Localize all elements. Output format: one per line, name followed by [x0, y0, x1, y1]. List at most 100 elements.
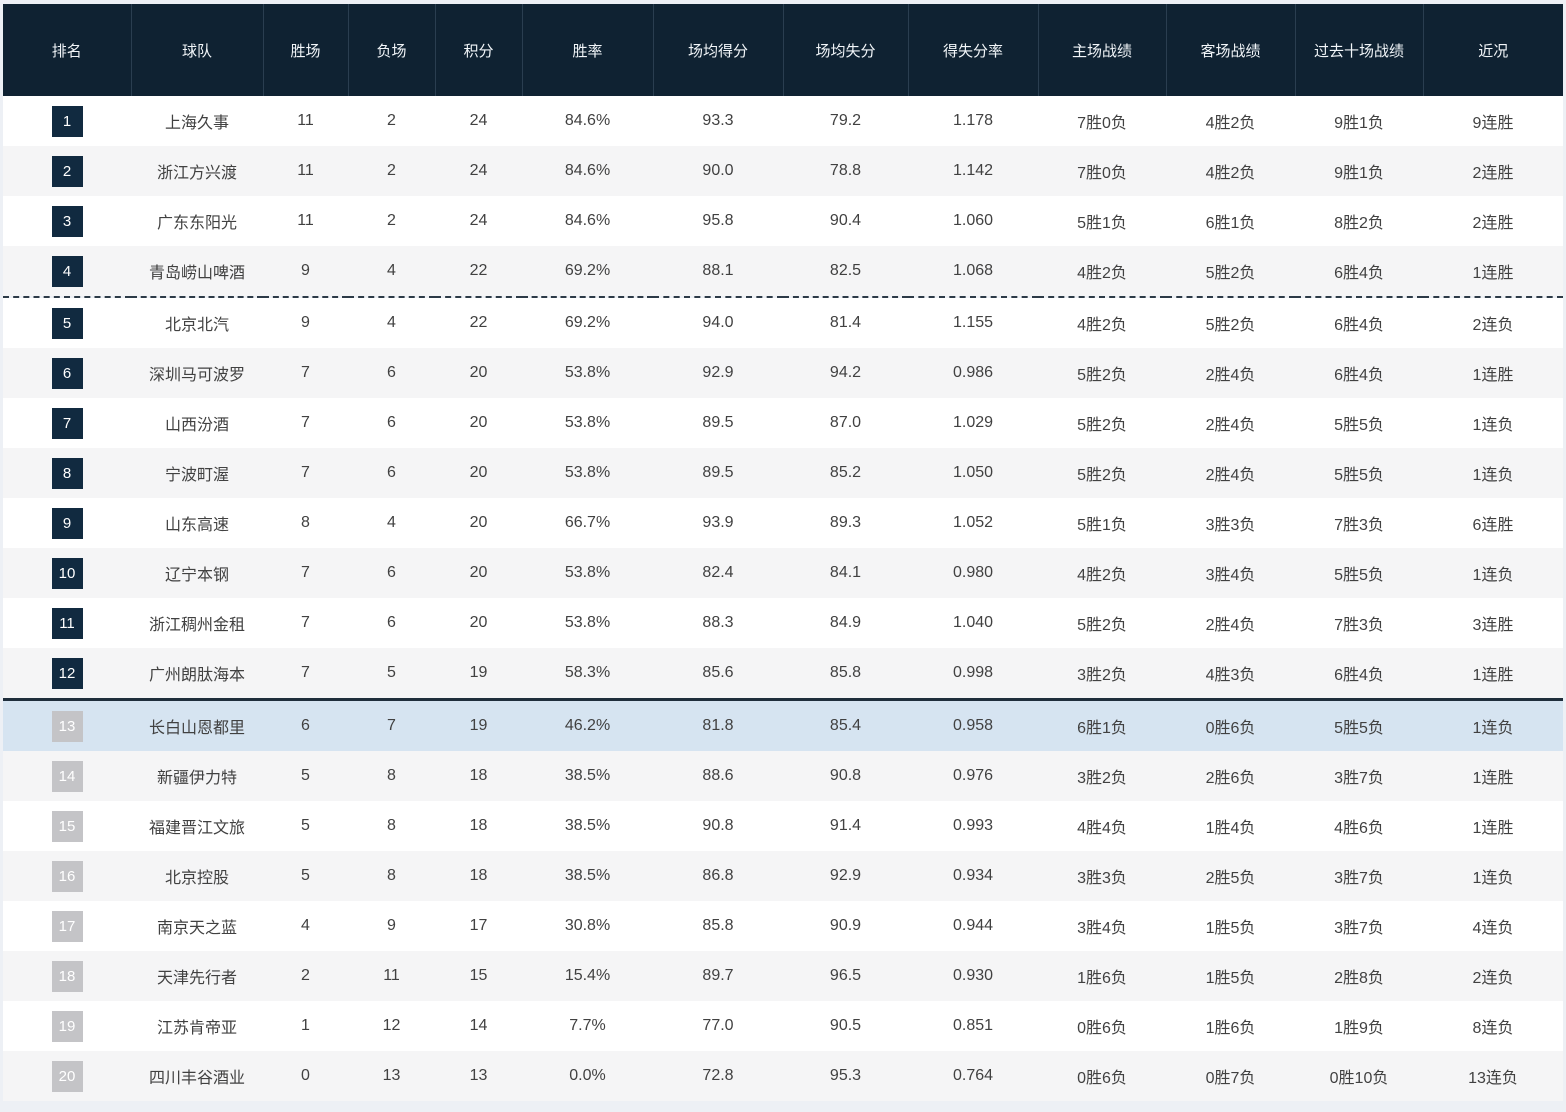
table-row-rank-19[interactable]: 19 江苏肯帝亚 1 12 14 7.7% 77.0 90.5 0.851 0胜6负 1胜6负 1胜9… — [3, 1001, 1563, 1051]
cell-wins: 1 — [301, 1017, 310, 1034]
cell-rank: 11 — [3, 598, 131, 648]
cell-away_record: 5胜2负 — [1205, 265, 1256, 282]
cell-team: 南京天之蓝 — [156, 920, 237, 937]
cell-wins: 7 — [301, 614, 310, 631]
table-row-rank-1[interactable]: 1 上海久事 11 2 24 84.6% 93.3 79.2 1.178 7胜0负 4胜2负 9胜1负… — [3, 96, 1563, 146]
cell-away_record: 5胜2负 — [1205, 317, 1256, 334]
cell-rank: 4 — [3, 246, 131, 297]
cell-win_pct: 84.6% — [564, 162, 611, 179]
cell-streak: 1连胜 — [1472, 770, 1514, 787]
cell-points: 18 — [469, 867, 488, 884]
cell-last10: 9胜1负 — [1334, 115, 1384, 132]
cell-rank: 19 — [3, 1001, 131, 1051]
cell-ratio: 0.958 — [952, 717, 994, 734]
cell-points: 17 — [469, 917, 488, 934]
table-row-rank-18[interactable]: 18 天津先行者 2 11 15 15.4% 89.7 96.5 0.930 1胜6负 1胜5负 2胜… — [3, 951, 1563, 1001]
cell-away_record: 1胜5负 — [1205, 970, 1256, 987]
column-header-home_record: 主场战绩 — [1037, 4, 1167, 96]
cell-home_record: 5胜1负 — [1077, 517, 1127, 534]
table-row-rank-15[interactable]: 15 福建晋江文旅 5 8 18 38.5% 90.8 91.4 0.993 4胜4负 1胜4负 4胜… — [3, 801, 1563, 851]
table-row-rank-20[interactable]: 20 四川丰谷酒业 0 13 13 0.0% 72.8 95.3 0.764 0胜6负 0胜7负 0胜… — [3, 1051, 1563, 1101]
cell-home_record: 7胜0负 — [1077, 115, 1127, 132]
cell-home_record: 3胜3负 — [1077, 870, 1127, 887]
cell-away_record: 3胜3负 — [1205, 517, 1256, 534]
cell-win_pct: 66.7% — [564, 514, 611, 531]
cell-last10: 6胜4负 — [1334, 667, 1384, 684]
cell-home_record: 1胜6负 — [1077, 970, 1127, 987]
cell-team: 辽宁本钢 — [164, 567, 229, 584]
table-row-rank-2[interactable]: 2 浙江方兴渡 11 2 24 84.6% 90.0 78.8 1.142 7胜0负 4胜2负 9胜1… — [3, 146, 1563, 196]
cell-team: 山东高速 — [164, 517, 229, 534]
cell-points: 20 — [469, 364, 488, 381]
cell-rank: 13 — [3, 700, 131, 752]
cell-rank: 10 — [3, 548, 131, 598]
cell-rank: 15 — [3, 801, 131, 851]
cell-wins: 7 — [301, 364, 310, 381]
table-row-rank-14[interactable]: 14 新疆伊力特 5 8 18 38.5% 88.6 90.8 0.976 3胜2负 2胜6负 3胜7… — [3, 751, 1563, 801]
table-row-rank-8[interactable]: 8 宁波町渥 7 6 20 53.8% 89.5 85.2 1.050 5胜2负 2胜4负 5胜5负 1… — [3, 448, 1563, 498]
cell-home_record: 5胜2负 — [1077, 417, 1127, 434]
table-row-rank-5[interactable]: 5 北京北汽 9 4 22 69.2% 94.0 81.4 1.155 4胜2负 5胜2负 6胜4负 2… — [3, 297, 1563, 348]
cell-points: 20 — [469, 564, 488, 581]
cell-win_pct: 53.8% — [564, 564, 611, 581]
cell-avg_allowed: 94.2 — [829, 364, 862, 381]
cell-avg_scored: 77.0 — [702, 1017, 734, 1034]
cell-avg_scored: 93.9 — [702, 514, 734, 531]
rank-badge: 5 — [51, 307, 83, 339]
cell-losses: 9 — [387, 917, 396, 934]
column-header-wins: 胜场 — [262, 4, 349, 96]
table-row-rank-6[interactable]: 6 深圳马可波罗 7 6 20 53.8% 92.9 94.2 0.986 5胜2负 2胜4负 6胜4… — [3, 348, 1563, 398]
cell-rank: 16 — [3, 851, 131, 901]
table-row-rank-10[interactable]: 10 辽宁本钢 7 6 20 53.8% 82.4 84.1 0.980 4胜2负 3胜4负 5胜5负… — [3, 548, 1563, 598]
cell-rank: 9 — [3, 498, 131, 548]
rank-badge: 1 — [51, 105, 83, 137]
cell-losses: 6 — [387, 364, 396, 381]
cell-team: 北京控股 — [164, 870, 229, 887]
cell-wins: 6 — [301, 717, 310, 734]
cell-rank: 1 — [3, 96, 131, 146]
cell-points: 18 — [469, 817, 488, 834]
cell-home_record: 0胜6负 — [1077, 1020, 1127, 1037]
table-row-rank-11[interactable]: 11 浙江稠州金租 7 6 20 53.8% 88.3 84.9 1.040 5胜2负 2胜4负 7胜… — [3, 598, 1563, 648]
table-row-rank-3[interactable]: 3 广东东阳光 11 2 24 84.6% 95.8 90.4 1.060 5胜1负 6胜1负 8胜2… — [3, 196, 1563, 246]
cell-avg_scored: 90.0 — [702, 162, 734, 179]
cell-rank: 6 — [3, 348, 131, 398]
cell-away_record: 1胜4负 — [1205, 820, 1256, 837]
rank-badge: 4 — [51, 255, 83, 287]
cell-away_record: 2胜4负 — [1205, 417, 1256, 434]
cell-last10: 4胜6负 — [1334, 820, 1384, 837]
cell-win_pct: 0.0% — [569, 1067, 606, 1084]
cell-rank: 14 — [3, 751, 131, 801]
table-row-rank-7[interactable]: 7 山西汾酒 7 6 20 53.8% 89.5 87.0 1.029 5胜2负 2胜4负 5胜5负 1… — [3, 398, 1563, 448]
cell-team: 江苏肯帝亚 — [156, 1020, 237, 1037]
cell-away_record: 4胜2负 — [1205, 115, 1256, 132]
cell-streak: 1连负 — [1472, 720, 1514, 737]
table-row-rank-13[interactable]: 13 长白山恩都里 6 7 19 46.2% 81.8 85.4 0.958 6胜1负 0胜6负 5胜… — [3, 699, 1563, 752]
cell-ratio: 1.050 — [952, 464, 994, 481]
cell-win_pct: 53.8% — [564, 614, 611, 631]
cell-losses: 6 — [387, 464, 396, 481]
cell-wins: 7 — [301, 664, 310, 681]
table-row-rank-9[interactable]: 9 山东高速 8 4 20 66.7% 93.9 89.3 1.052 5胜1负 3胜3负 7胜3负 6… — [3, 498, 1563, 548]
table-row-rank-12[interactable]: 12 广州朗肽海本 7 5 19 58.3% 85.6 85.8 0.998 3胜2负 4胜3负 6胜… — [3, 648, 1563, 700]
cell-avg_scored: 90.8 — [702, 817, 734, 834]
table-row-rank-17[interactable]: 17 南京天之蓝 4 9 17 30.8% 85.8 90.9 0.944 3胜4负 1胜5负 3胜7… — [3, 901, 1563, 951]
cell-away_record: 1胜5负 — [1205, 920, 1256, 937]
cell-avg_allowed: 89.3 — [829, 514, 862, 531]
cell-avg_allowed: 79.2 — [829, 112, 862, 129]
cell-last10: 9胜1负 — [1334, 165, 1384, 182]
table-row-rank-16[interactable]: 16 北京控股 5 8 18 38.5% 86.8 92.9 0.934 3胜3负 2胜5负 3胜7负… — [3, 851, 1563, 901]
table-row-rank-4[interactable]: 4 青岛崂山啤酒 9 4 22 69.2% 88.1 82.5 1.068 4胜2负 5胜2负 6胜4… — [3, 246, 1563, 297]
cell-team: 青岛崂山啤酒 — [148, 265, 245, 282]
cell-points: 22 — [469, 314, 488, 331]
column-header-team: 球队 — [130, 4, 264, 96]
cell-avg_allowed: 84.1 — [829, 564, 862, 581]
rank-badge: 18 — [51, 960, 83, 992]
cell-losses: 6 — [387, 564, 396, 581]
cell-ratio: 0.998 — [952, 664, 994, 681]
cell-team: 天津先行者 — [156, 970, 237, 987]
cell-avg_allowed: 85.8 — [829, 664, 862, 681]
cell-streak: 3连胜 — [1472, 617, 1514, 634]
cell-away_record: 2胜4负 — [1205, 467, 1256, 484]
cell-ratio: 0.993 — [952, 817, 994, 834]
